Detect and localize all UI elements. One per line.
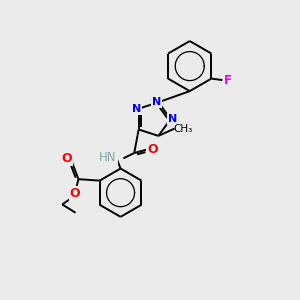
Text: F: F: [224, 74, 232, 87]
Text: N: N: [168, 114, 178, 124]
Text: HN: HN: [99, 151, 117, 164]
Text: O: O: [70, 187, 80, 200]
Text: CH₃: CH₃: [173, 124, 193, 134]
Text: O: O: [147, 143, 158, 156]
Text: N: N: [132, 104, 141, 114]
Text: O: O: [61, 152, 72, 165]
Text: N: N: [152, 97, 162, 107]
